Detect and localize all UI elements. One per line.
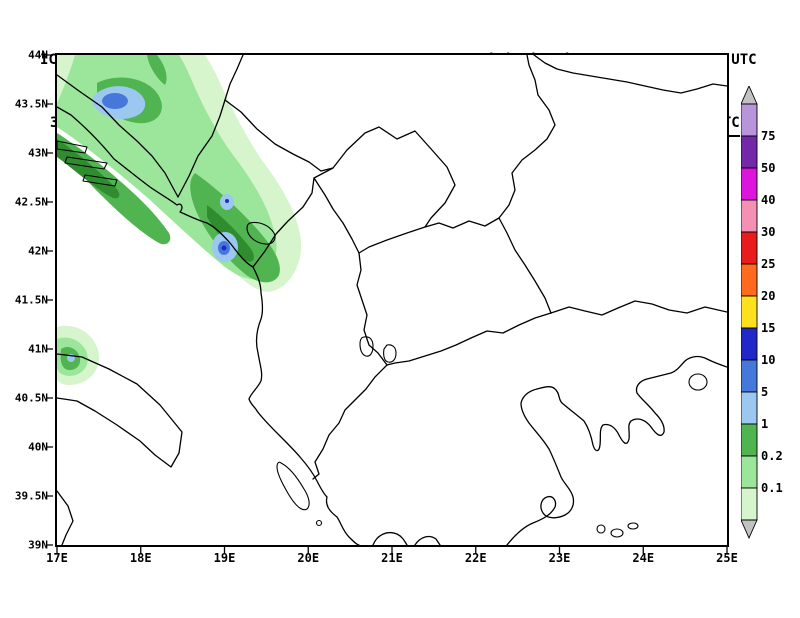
colorbar-label: 40: [761, 193, 776, 207]
colorbar-cell: [741, 487, 758, 521]
x-tick-label: 17E: [46, 551, 68, 565]
x-tick-label: 23E: [548, 551, 571, 565]
colorbar-overflow-triangle: [741, 519, 758, 540]
colorbar-label: 0.2: [761, 449, 783, 463]
colorbar-label: 75: [761, 129, 776, 143]
colorbar-cell: [741, 295, 758, 329]
colorbar-cell: [741, 423, 758, 457]
colorbar-label: 15: [761, 321, 776, 335]
y-tick-label: 43N: [28, 146, 48, 160]
x-tick-label: 20E: [297, 551, 320, 565]
y-tick-label: 39.5N: [14, 489, 48, 503]
colorbar-label: 20: [761, 289, 776, 303]
x-tick-label: 25E: [716, 551, 738, 565]
y-tick-label: 40N: [28, 440, 48, 454]
colorbar-label: 10: [761, 353, 776, 367]
colorbar-label: 5: [761, 385, 769, 399]
colorbar-label: 25: [761, 257, 776, 271]
colorbar-cell: [741, 327, 758, 361]
y-tick-label: 42.5N: [14, 195, 48, 209]
y-tick-label: 43.5N: [14, 97, 48, 111]
colorbar-label: 0.1: [761, 481, 783, 495]
x-tick-label: 19E: [213, 551, 236, 565]
y-tick-label: 39N: [28, 538, 48, 552]
colorbar-cell: [741, 231, 758, 265]
y-tick-label: 41N: [28, 342, 48, 356]
colorbar-label: 30: [761, 225, 776, 239]
colorbar-cell: [741, 359, 758, 393]
colorbar-cell: [741, 263, 758, 297]
y-tick-label: 44N: [28, 48, 48, 62]
x-tick-label: 21E: [381, 551, 403, 565]
y-tick-label: 41.5N: [14, 293, 48, 307]
y-tick-label: 42N: [28, 244, 48, 258]
colorbar-cell: [741, 455, 758, 489]
colorbar-cell: [741, 199, 758, 233]
y-tick-label: 40.5N: [14, 391, 48, 405]
colorbar-cell: [741, 391, 758, 425]
x-tick-label: 24E: [632, 551, 655, 565]
x-tick-label: 18E: [129, 551, 152, 565]
map-canvas: [57, 55, 727, 545]
colorbar-label: 50: [761, 161, 776, 175]
x-tick-label: 22E: [464, 551, 487, 565]
map-frame: [55, 53, 729, 547]
colorbar-label: 1: [761, 417, 769, 431]
